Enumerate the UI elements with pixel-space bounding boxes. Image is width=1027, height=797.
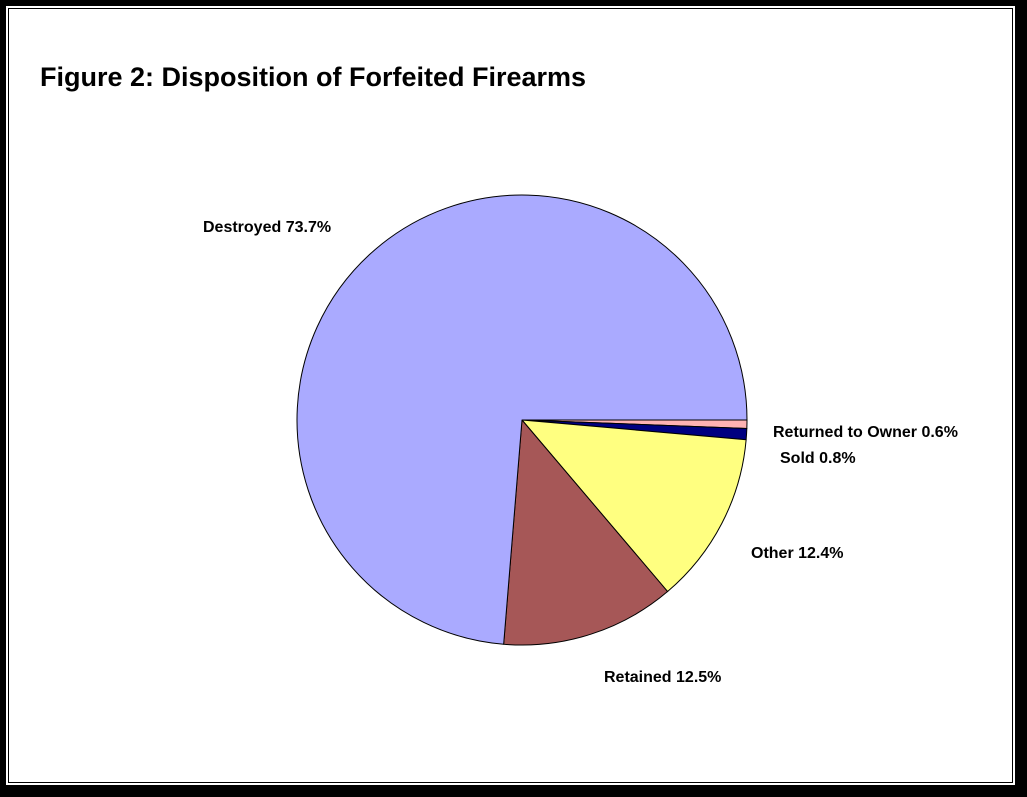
pie-slice-retained bbox=[503, 419, 669, 646]
pie-slice-destroyed bbox=[296, 194, 748, 645]
slice-label-other: Other 12.4% bbox=[751, 545, 843, 562]
slice-label-destroyed: Destroyed 73.7% bbox=[203, 219, 331, 236]
chart-title: Figure 2: Disposition of Forfeited Firea… bbox=[40, 62, 587, 92]
slice-label-retained: Retained 12.5% bbox=[604, 669, 721, 686]
slice-label-returned-to-owner: Returned to Owner 0.6% bbox=[773, 424, 958, 441]
pie-slice-other bbox=[521, 419, 747, 593]
slice-label-sold: Sold 0.8% bbox=[780, 450, 856, 467]
